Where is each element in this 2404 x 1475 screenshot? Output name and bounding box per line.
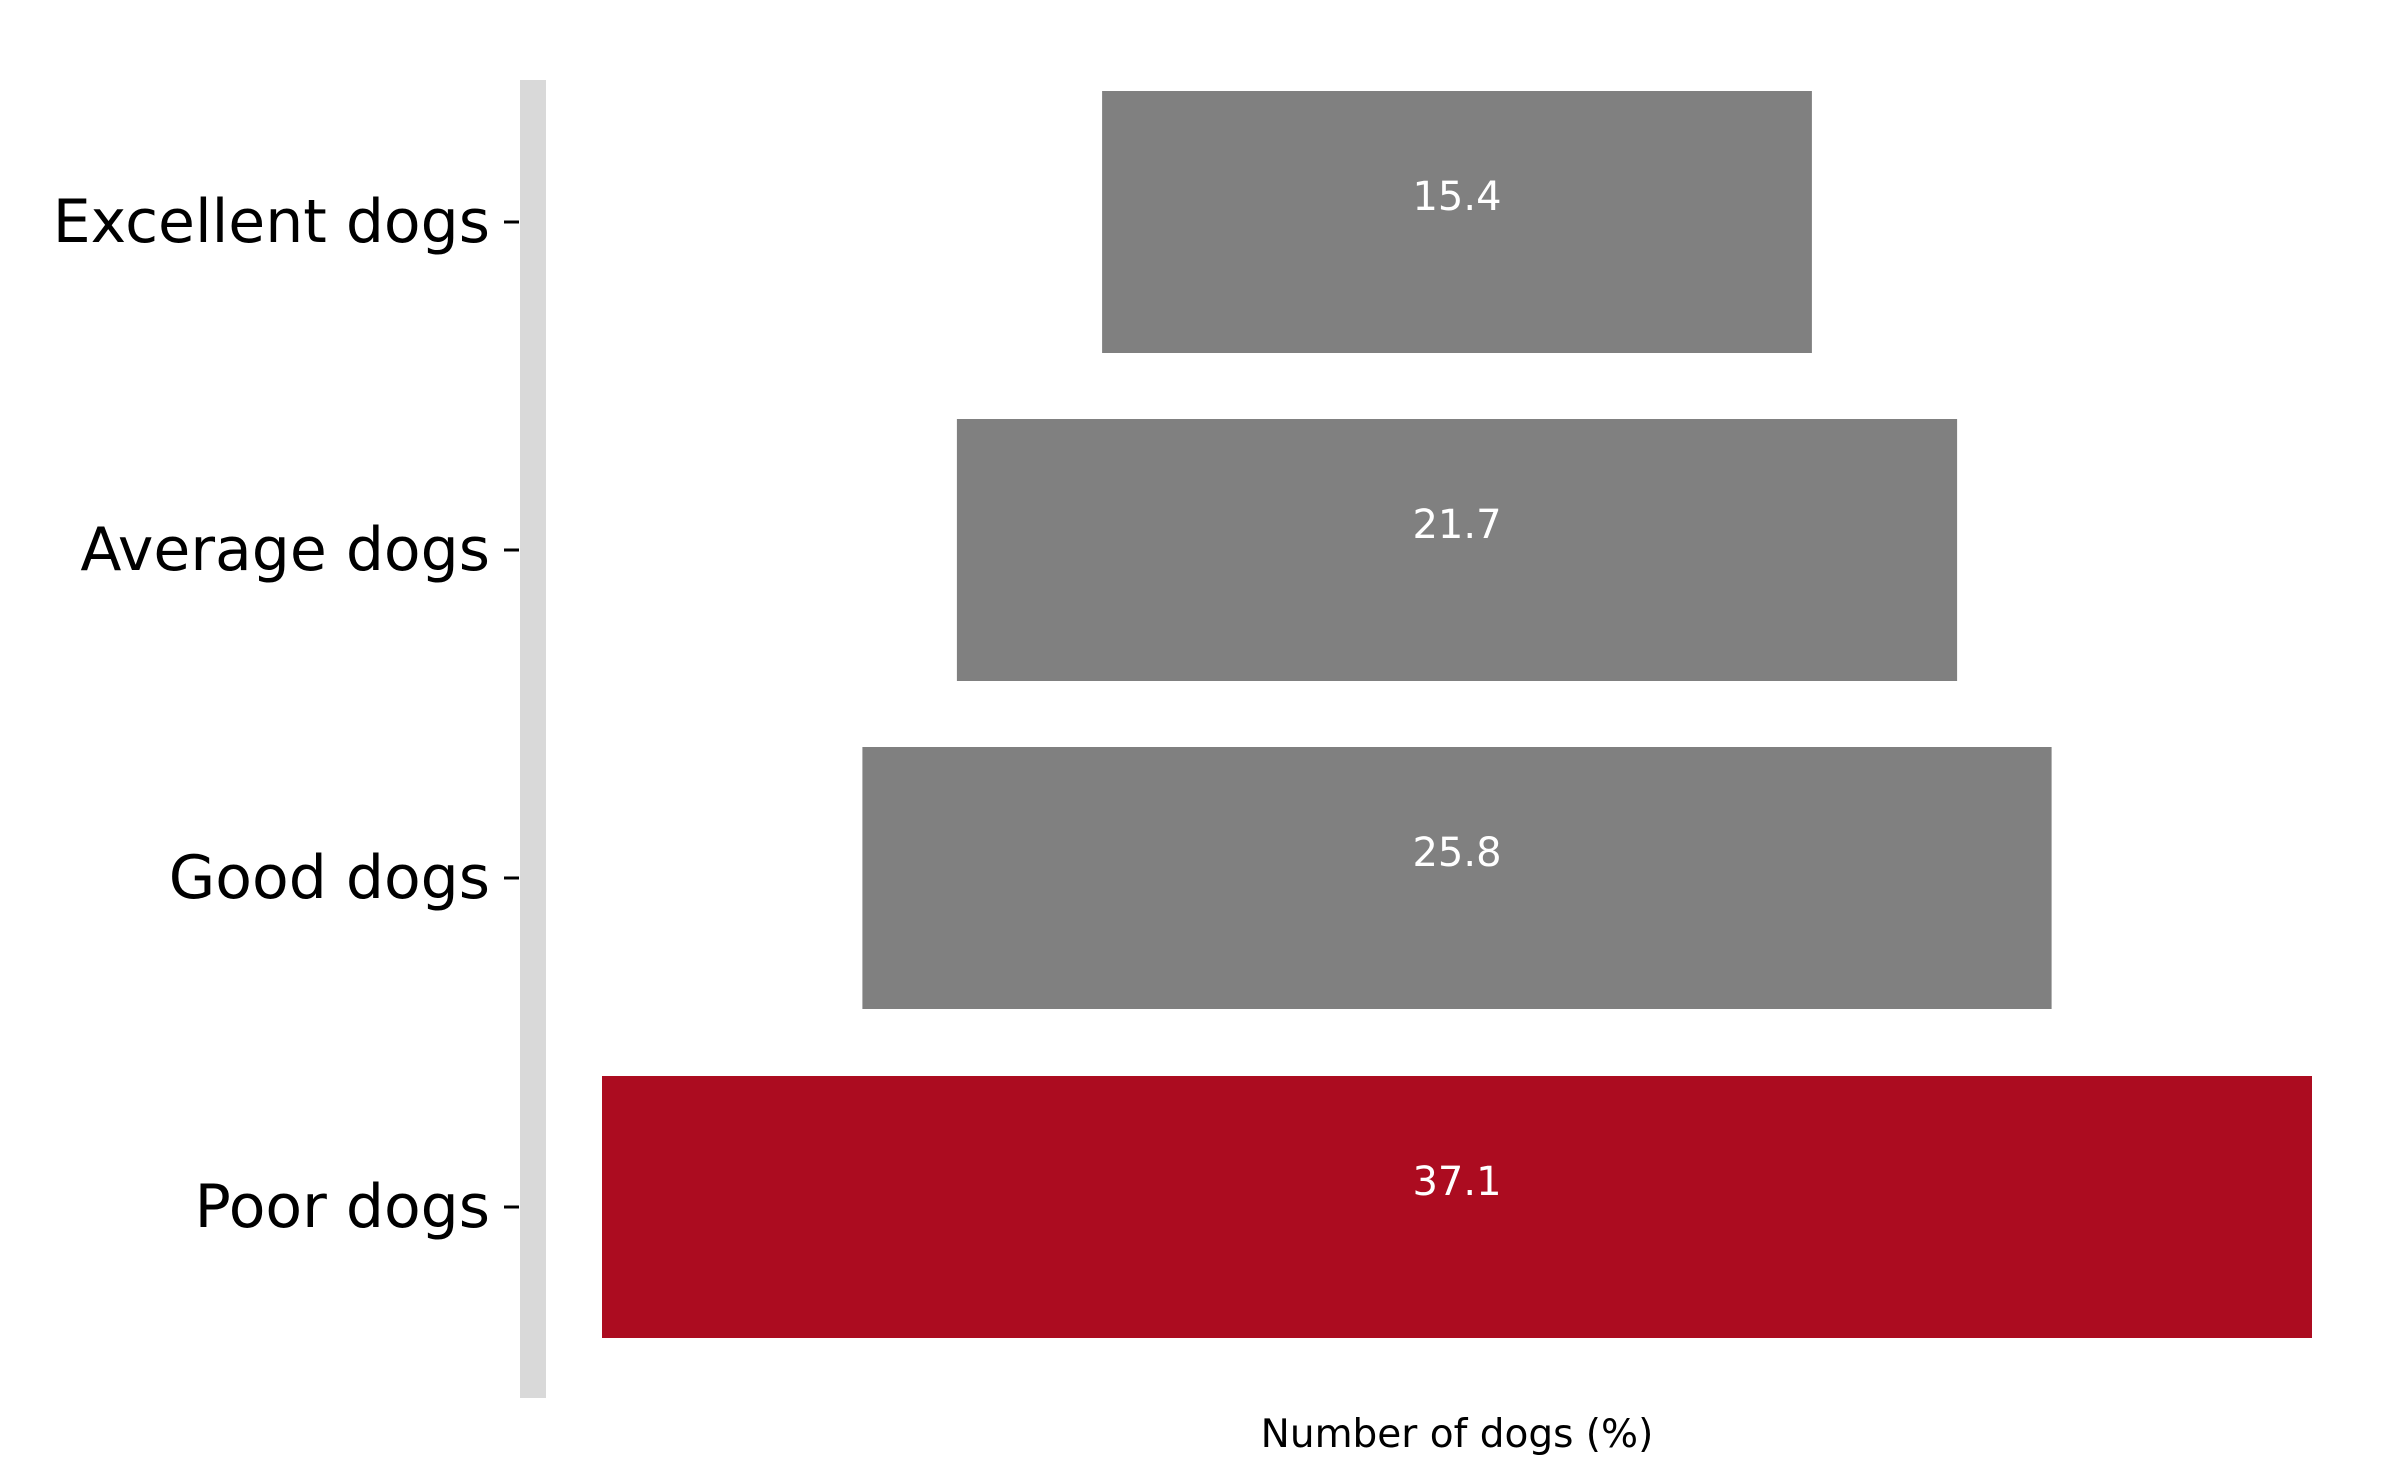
bar-good-dogs	[862, 747, 2052, 1009]
value-label-excellent-dogs: 15.4	[1412, 174, 1501, 220]
bar-poor-dogs	[602, 1076, 2312, 1338]
value-label-poor-dogs: 37.1	[1412, 1159, 1501, 1205]
y-tick-label-poor-dogs: Poor dogs	[195, 1172, 490, 1242]
value-label-good-dogs: 25.8	[1412, 830, 1501, 876]
bar-excellent-dogs	[1102, 91, 1812, 353]
y-ticks-group: Excellent dogs Average dogs Good dogs Poor …	[53, 187, 519, 1242]
value-label-average-dogs: 21.7	[1412, 502, 1501, 548]
y-tick-label-excellent-dogs: Excellent dogs	[53, 187, 490, 257]
bars-group: 15.4 21.7 25.8 37.1	[602, 91, 2312, 1338]
y-tick-label-average-dogs: Average dogs	[80, 515, 490, 585]
bar-average-dogs	[956, 419, 1958, 681]
y-tick-label-good-dogs: Good dogs	[169, 843, 490, 913]
x-axis-label: Number of dogs (%)	[1261, 1412, 1654, 1457]
y-axis-spine	[520, 80, 546, 1398]
